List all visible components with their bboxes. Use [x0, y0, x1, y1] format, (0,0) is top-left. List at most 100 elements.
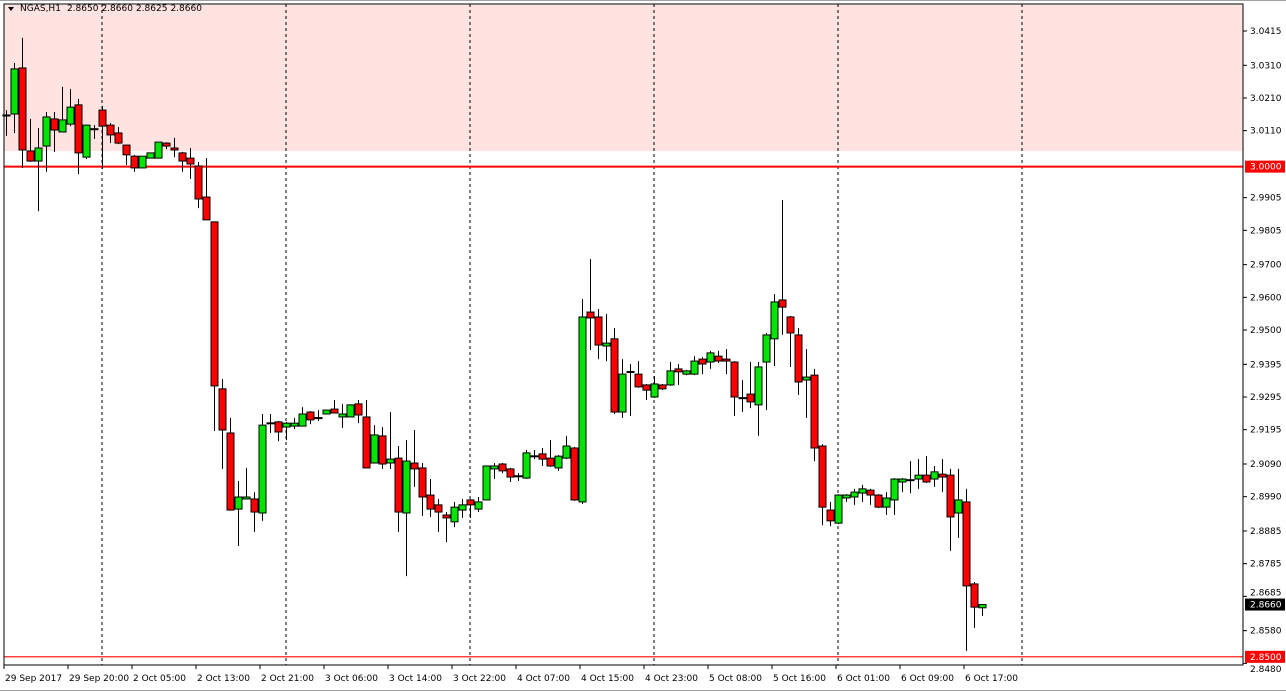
bull-candle-body [338, 413, 347, 418]
candle [794, 328, 803, 396]
bear-candle-body [938, 473, 947, 478]
bear-candle-body [874, 494, 883, 508]
candle [218, 379, 227, 469]
bear-candle-body [194, 165, 203, 200]
bull-candle-body [58, 119, 67, 133]
candle [26, 118, 35, 163]
price-tick-label: 3.0310 [1250, 61, 1282, 71]
chart-header: NGAS,H1 2.8650 2.8660 2.8625 2.8660 [8, 4, 205, 14]
bear-candle-body [946, 474, 955, 518]
bull-candle-body [578, 316, 587, 503]
bear-candle-body [546, 457, 555, 467]
bull-candle-body [914, 474, 923, 480]
candle [818, 444, 827, 526]
bull-candle-body [322, 409, 331, 415]
bear-candle-body [186, 157, 195, 165]
candle [154, 141, 163, 159]
bull-candle-body [850, 491, 859, 498]
time-tick-label: 4 Oct 23:00 [645, 674, 698, 684]
candle [906, 461, 915, 494]
candle [562, 435, 571, 460]
bull-candle-body [242, 496, 251, 500]
bull-candle-body [954, 499, 963, 514]
candle [690, 356, 699, 376]
candle [138, 155, 147, 169]
candle [18, 37, 27, 168]
candle [922, 456, 931, 483]
bear-candle-body [130, 155, 139, 169]
bear-candle-body [202, 196, 211, 221]
level-price-tag [1245, 160, 1285, 173]
candle [514, 473, 523, 481]
bull-candle-body [898, 478, 907, 483]
bear-candle-body [210, 221, 219, 387]
candle [858, 484, 867, 502]
high-value: 2.8660 [101, 4, 133, 14]
bear-candle-body [378, 435, 387, 465]
bull-candle-body [802, 376, 811, 381]
bear-candle-body [162, 142, 171, 147]
bear-candle-body [250, 498, 259, 513]
candle [114, 127, 123, 145]
candle [210, 221, 219, 431]
candle [570, 447, 579, 501]
bear-candle-body [226, 432, 235, 511]
level-price-tag [1245, 650, 1285, 663]
candle [354, 399, 363, 424]
candle [242, 467, 251, 500]
bull-candle-body [386, 458, 395, 464]
triangle-down-icon[interactable] [8, 7, 14, 11]
open-value: 2.8650 [66, 4, 99, 14]
bear-candle-body [362, 416, 371, 469]
bear-candle-body [922, 474, 931, 483]
candle [962, 488, 971, 651]
time-tick-label: 2 Oct 21:00 [261, 674, 314, 684]
candle [890, 478, 899, 515]
time-tick-label: 3 Oct 06:00 [325, 674, 378, 684]
bull-candle-body [282, 422, 291, 428]
bull-candle-body [138, 155, 147, 169]
bull-candle-body [618, 373, 627, 413]
bear-candle-body [426, 494, 435, 510]
candle [498, 463, 507, 474]
candle [146, 152, 155, 159]
current-price-label: 2.8660 [1250, 601, 1282, 611]
bull-candle-body [834, 494, 843, 524]
candle [490, 463, 499, 480]
candle [202, 158, 211, 221]
time-tick-label: 3 Oct 22:00 [453, 674, 506, 684]
candle [586, 259, 595, 350]
bear-candle-body [466, 499, 475, 506]
bull-candle-body [34, 147, 43, 162]
chart-frame [3, 3, 1244, 666]
bear-candle-body [642, 384, 651, 391]
time-tick-label: 5 Oct 16:00 [773, 674, 826, 684]
price-tick-label: 2.9905 [1250, 194, 1282, 204]
bull-candle-body [530, 455, 539, 458]
candle [290, 417, 299, 430]
candle [954, 468, 963, 538]
bear-candle-body [594, 316, 603, 346]
bull-candle-body [858, 488, 867, 494]
price-tick-label: 2.9600 [1250, 293, 1282, 303]
candle [66, 88, 75, 127]
resistance-zone [4, 4, 1243, 151]
price-tick-label: 2.9700 [1250, 261, 1282, 271]
bear-candle-body [746, 393, 755, 403]
bear-candle-body [570, 447, 579, 501]
candle [834, 494, 843, 525]
bear-candle-body [410, 462, 419, 470]
price-tick-label: 2.8885 [1250, 527, 1282, 537]
bear-candle-body [786, 316, 795, 334]
bear-candle-body [586, 311, 595, 319]
bear-candle-body [274, 421, 283, 433]
candle [698, 357, 707, 375]
candle [458, 498, 467, 518]
candle [810, 368, 819, 462]
bull-candle-body [482, 465, 491, 501]
bear-candle-body [418, 467, 427, 498]
bull-candle-body [690, 360, 699, 375]
bear-candle-body [498, 463, 507, 472]
price-tick-label: 3.0110 [1250, 127, 1282, 137]
